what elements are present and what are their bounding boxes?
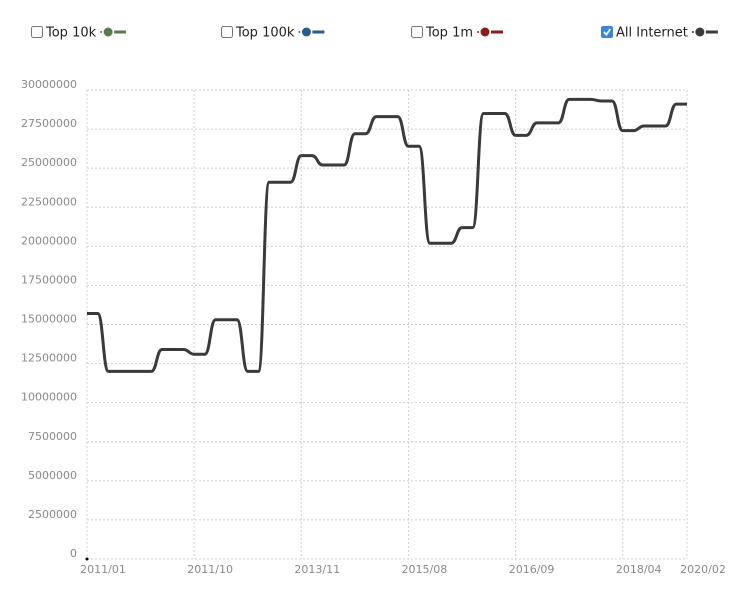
- y-tick-label: 12500000: [21, 352, 77, 365]
- y-tick-label: 22500000: [21, 195, 77, 208]
- y-tick-label: 15000000: [21, 313, 77, 326]
- x-tick-label: 2016/09: [509, 563, 555, 576]
- origin-dot: [85, 557, 89, 561]
- legend-dot-small: [100, 31, 103, 33]
- x-tick-label: 2018/04: [616, 563, 662, 576]
- checkbox[interactable]: [31, 26, 43, 38]
- legend-dot-small: [298, 31, 301, 33]
- legend-label[interactable]: Top 10k: [45, 26, 97, 41]
- y-tick-label: 7500000: [28, 430, 77, 443]
- y-tick-label: 0: [70, 547, 77, 560]
- checkbox[interactable]: [601, 26, 613, 38]
- legend-dot-small: [477, 31, 480, 33]
- y-tick-label: 30000000: [21, 78, 77, 91]
- checkbox[interactable]: [221, 26, 233, 38]
- x-tick-label: 2011/10: [187, 563, 233, 576]
- legend-dot-small: [691, 31, 694, 33]
- y-tick-label: 25000000: [21, 156, 77, 169]
- legend-label[interactable]: All Internet: [616, 26, 688, 41]
- legend-dot: [480, 27, 490, 37]
- legend-dot: [695, 27, 705, 37]
- legend-dot: [103, 27, 113, 37]
- y-tick-label: 20000000: [21, 234, 77, 247]
- y-tick-label: 10000000: [21, 391, 77, 404]
- x-tick-label: 2015/08: [402, 563, 448, 576]
- data-line: [87, 97, 687, 373]
- x-tick-label: 2013/11: [294, 563, 340, 576]
- y-tick-label: 27500000: [21, 117, 77, 130]
- x-tick-label: 2011/01: [80, 563, 126, 576]
- legend-dot: [301, 27, 311, 37]
- checkmark: [603, 28, 611, 36]
- y-tick-label: 17500000: [21, 273, 77, 286]
- y-tick-label: 2500000: [28, 508, 77, 521]
- y-tick-label: 5000000: [28, 469, 77, 482]
- x-tick-label: 2020/02: [680, 563, 726, 576]
- legend-label[interactable]: Top 1m: [425, 26, 473, 41]
- legend-label[interactable]: Top 100k: [235, 26, 295, 41]
- checkbox[interactable]: [411, 26, 423, 38]
